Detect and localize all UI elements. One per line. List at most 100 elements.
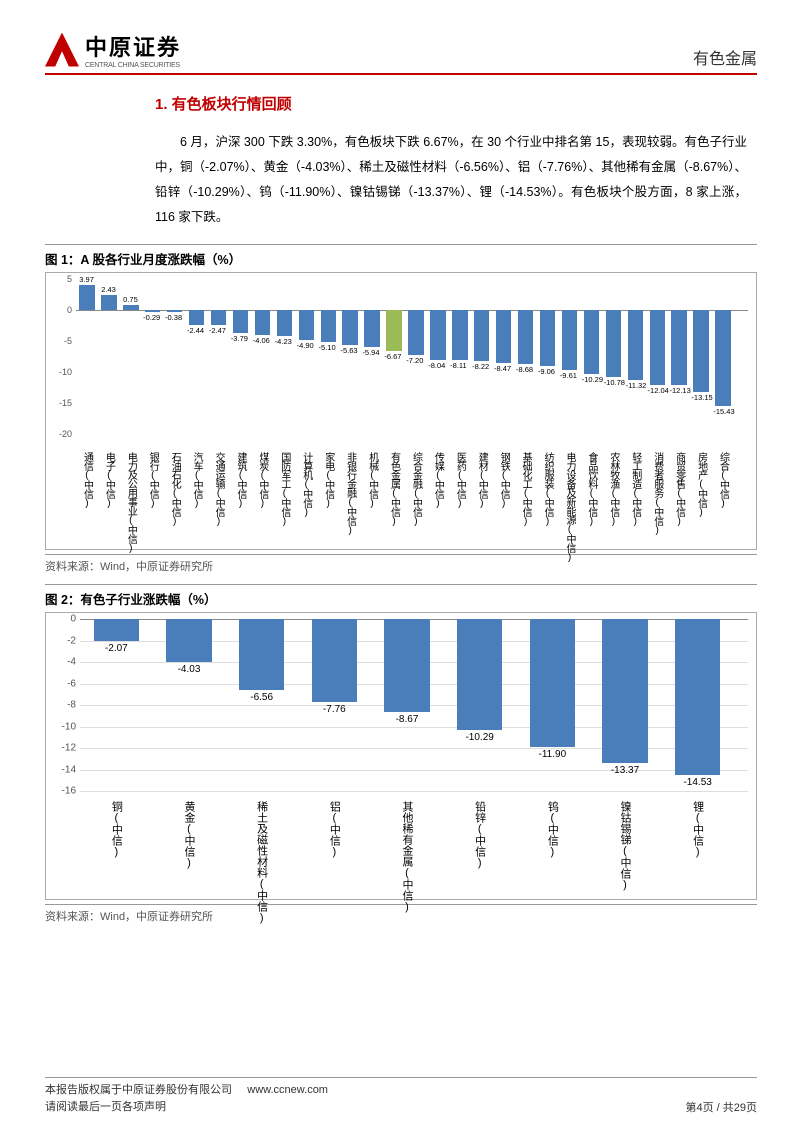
chart1-value-label: 0.75 [123,295,138,304]
chart1-bar [277,310,292,336]
chart1-value-label: -7.20 [406,356,423,365]
chart2-value-label: -2.07 [105,643,128,654]
chart2-bar [384,619,429,712]
logo-mark-icon [45,33,79,67]
chart1-ytick: -15 [59,398,72,408]
chart1-bar [342,310,357,345]
chart1-value-label: -8.68 [516,365,533,374]
chart1-value-label: -11.32 [626,381,647,390]
chart2-xtick: 黄金(中信) [181,801,197,869]
chart1-xtick: 非银行金融(中信) [343,452,358,535]
chart1-xtick: 有色金属(中信) [387,452,402,526]
chart1-value-label: -8.04 [428,361,445,370]
chart1-xtick: 农林牧渔(中信) [606,452,621,526]
chart1-ytick: -10 [59,367,72,377]
chart1-value-label: -12.04 [648,386,669,395]
chart1-bar [233,310,248,333]
chart2-value-label: -8.67 [396,714,419,725]
chart1-value-label: -9.06 [538,367,555,376]
doc-category: 有色金属 [693,45,757,69]
chart1-bar [299,310,314,340]
footer-disclaimer: 请阅读最后一页各项声明 [45,1099,328,1116]
chart1-value-label: -4.23 [275,337,292,346]
chart1-bar [584,310,599,374]
footer-page: 第4页 / 共29页 [685,1099,757,1115]
chart1-value-label: -6.67 [384,352,401,361]
chart1-value-label: 2.43 [101,285,116,294]
header: 中原证券 CENTRAL CHINA SECURITIES 有色金属 [45,30,757,75]
chart1-xtick: 交通运输(中信) [211,452,226,526]
chart1-bar [606,310,621,377]
chart1-value-label: -0.38 [165,313,182,322]
chart1-value-label: -4.90 [297,341,314,350]
chart2-value-label: -13.37 [611,765,639,776]
chart1-xtick: 轻工制造(中信) [628,452,643,526]
chart1-xtick: 家电(中信) [321,452,336,508]
chart1-value-label: -5.63 [340,346,357,355]
chart1-xtick: 纺织服装(中信) [540,452,555,526]
chart1-value-label: -12.13 [669,386,690,395]
chart1-xtick: 国防军工(中信) [277,452,292,526]
chart1-xtick: 机械(中信) [365,452,380,508]
chart2-value-label: -4.03 [178,664,201,675]
chart1-value-label: -8.22 [472,362,489,371]
chart1-xtick: 综合(中信) [716,452,731,508]
chart1-bar [101,295,116,310]
chart1-xtick: 医药(中信) [452,452,467,508]
chart1-xtick: 基础化工(中信) [518,452,533,526]
chart1-xtick: 电力及公用事业(中信) [123,452,138,553]
chart1-xtick: 房地产(中信) [694,452,709,517]
fig2-title: 图 2：有色子行业涨跌幅（%） [45,584,757,608]
chart2-ytick: -2 [67,635,76,646]
chart1-value-label: -2.47 [209,326,226,335]
chart1-bar [562,310,577,370]
chart2-xtick: 稀土及磁性材料(中信) [254,801,270,924]
chart2-ytick: -12 [62,743,76,754]
chart2-bar [602,619,647,763]
chart1-value-label: -5.94 [362,348,379,357]
chart1-value-label: -10.78 [604,378,625,387]
chart1-xtick: 石油石化(中信) [167,452,182,526]
chart2-ytick: 0 [70,614,76,625]
chart1-value-label: -5.10 [319,343,336,352]
chart1-value-label: -4.06 [253,336,270,345]
logo: 中原证券 CENTRAL CHINA SECURITIES [45,30,181,69]
chart2-xtick: 铅锌(中信) [472,801,488,869]
chart2-bar [94,619,139,641]
chart2-value-label: -14.53 [683,777,711,788]
chart1-xtick: 汽车(中信) [189,452,204,508]
chart1-xtick: 建筑(中信) [233,452,248,508]
chart1-xtick: 计算机(中信) [299,452,314,517]
logo-en: CENTRAL CHINA SECURITIES [85,62,181,69]
chart1-bar [364,310,379,347]
chart1-value-label: -8.11 [450,361,467,370]
chart1-bar [715,310,730,406]
chart1-xtick: 商贸零售(中信) [672,452,687,526]
chart1-bar [518,310,533,364]
chart1-xtick: 综合金融(中信) [408,452,423,526]
chart2-xtick: 锂(中信) [690,801,706,858]
chart1-bar [211,310,226,325]
chart2-bar [312,619,357,702]
chart1-ytick: 5 [67,274,72,284]
chart1-value-label: 3.97 [79,275,94,284]
section-title: 1. 有色板块行情回顾 [155,93,757,114]
chart1-xtick: 银行(中信) [145,452,160,508]
chart1-xtick: 食品饮料(中信) [584,452,599,526]
chart2-value-label: -6.56 [250,692,273,703]
chart1-value-label: -9.61 [560,371,577,380]
chart2-bar [675,619,720,775]
fig1-chart: -20-15-10-505 3.972.430.75-0.29-0.38-2.4… [45,272,757,550]
chart1-xtick: 建材(中信) [474,452,489,508]
chart2-bar [239,619,284,690]
chart1-bar [167,310,182,312]
chart2-bar [530,619,575,747]
chart2-bar [457,619,502,730]
chart1-bar [189,310,204,325]
chart1-bar [255,310,270,335]
fig2-chart: -16-14-12-10-8-6-4-20 -2.07-4.03-6.56-7.… [45,612,757,900]
chart1-xtick: 传媒(中信) [430,452,445,508]
chart1-xtick: 通信(中信) [79,452,94,508]
chart1-value-label: -3.79 [231,334,248,343]
chart1-bar [408,310,423,355]
